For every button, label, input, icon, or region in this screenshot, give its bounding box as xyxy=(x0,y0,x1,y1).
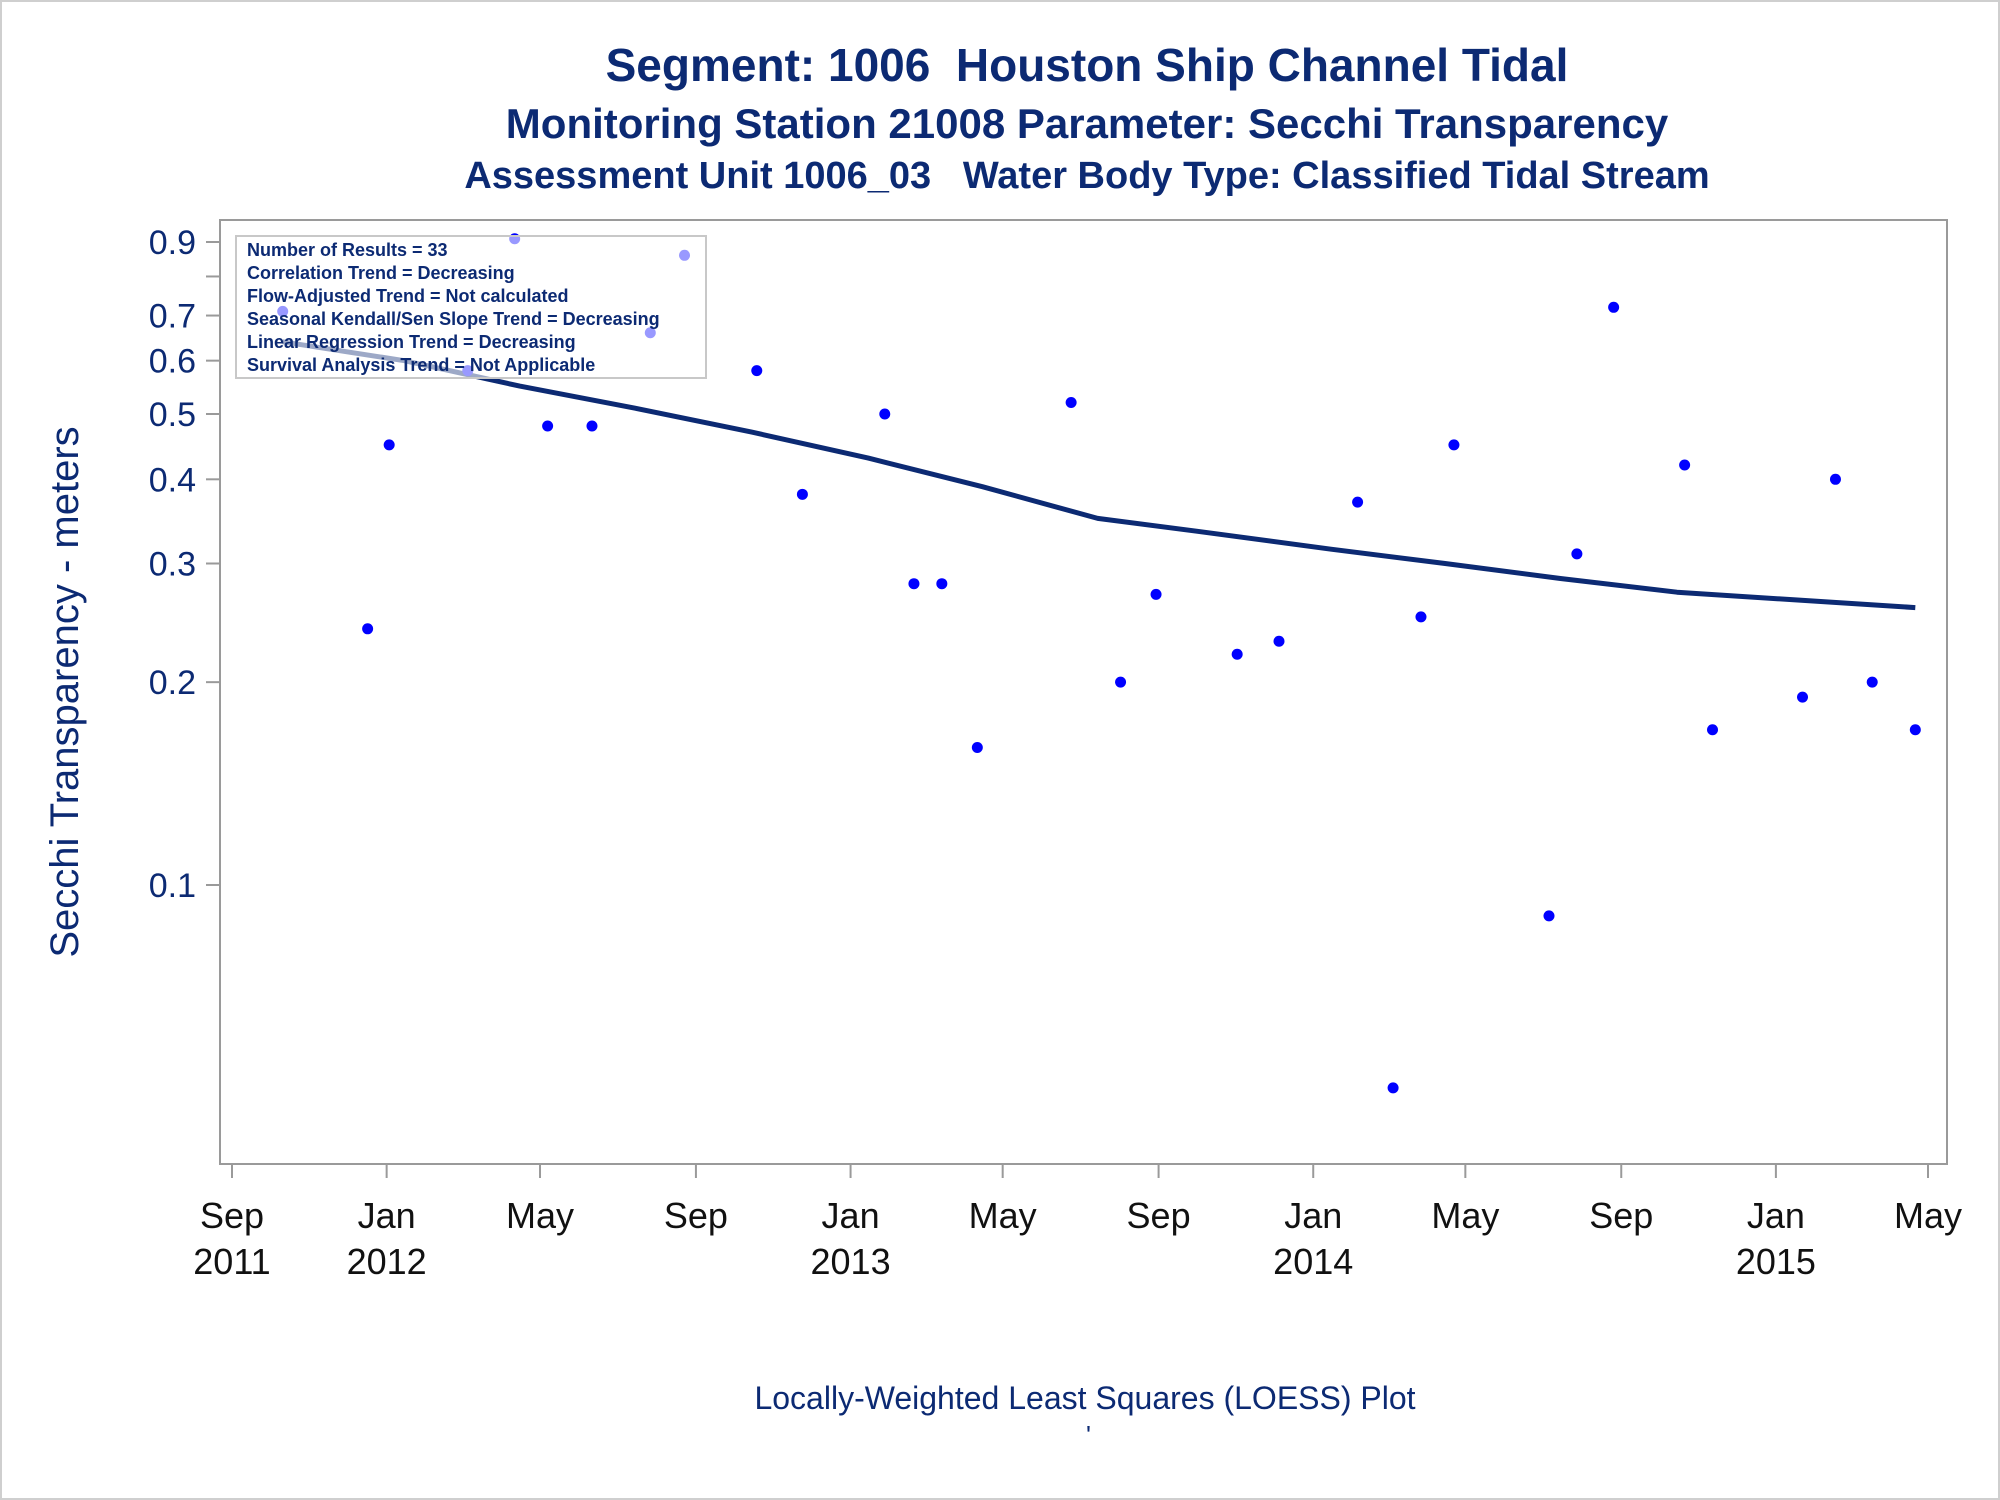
plot-frame xyxy=(219,219,1948,1165)
stats-legend-line: Number of Results = 33 xyxy=(247,240,448,260)
data-point xyxy=(1679,459,1691,471)
data-point xyxy=(1065,397,1077,409)
x-tick-label-year: 2012 xyxy=(347,1241,427,1282)
x-tick-label-year: 2015 xyxy=(1736,1241,1816,1282)
x-tick-label-month: May xyxy=(1431,1195,1499,1236)
x-tick-label-month: Jan xyxy=(358,1195,416,1236)
y-tick-label: 0.7 xyxy=(149,298,196,336)
data-point xyxy=(908,578,920,590)
data-point xyxy=(1571,548,1583,560)
data-point xyxy=(1352,496,1364,508)
stats-legend-line: Seasonal Kendall/Sen Slope Trend = Decre… xyxy=(247,309,660,329)
data-point xyxy=(1909,724,1921,736)
data-point xyxy=(362,623,374,635)
x-tick-label-month: May xyxy=(969,1195,1037,1236)
data-point xyxy=(1415,611,1427,623)
chart-subtitle-assessment: Assessment Unit 1006_03 Water Body Type:… xyxy=(464,155,1710,197)
y-axis-label: Secchi Transparency - meters xyxy=(43,426,87,957)
x-tick-label-month: Sep xyxy=(1127,1195,1191,1236)
y-tick-label: 0.9 xyxy=(149,224,196,262)
data-point xyxy=(1231,648,1243,660)
x-tick-label-year: 2011 xyxy=(193,1241,270,1282)
y-tick-label: 0.1 xyxy=(149,867,196,905)
x-tick-label-year: 2014 xyxy=(1273,1241,1353,1282)
x-tick-label-month: Sep xyxy=(664,1195,728,1236)
stats-legend-line: Survival Analysis Trend = Not Applicable xyxy=(247,355,595,375)
data-point xyxy=(1866,676,1878,688)
x-tick-label-month: May xyxy=(506,1195,574,1236)
data-point xyxy=(1797,691,1809,703)
data-point xyxy=(1543,910,1555,922)
x-tick-label-month: Sep xyxy=(200,1195,264,1236)
y-tick-label: 0.2 xyxy=(149,664,196,702)
stats-legend-line: Linear Regression Trend = Decreasing xyxy=(247,332,576,352)
data-point xyxy=(542,420,554,432)
stats-legend-box xyxy=(235,235,707,379)
y-tick-label: 0.3 xyxy=(149,546,196,584)
data-point xyxy=(1387,1082,1399,1094)
data-point xyxy=(1608,301,1620,313)
x-tick-label-year: 2013 xyxy=(811,1241,891,1282)
chart-title: Segment: 1006 Houston Ship Channel Tidal xyxy=(605,39,1569,91)
data-point xyxy=(751,365,763,377)
data-point xyxy=(586,420,598,432)
y-tick-label: 0.4 xyxy=(149,461,196,499)
x-tick-label-month: Jan xyxy=(1284,1195,1342,1236)
y-tick-label: 0.5 xyxy=(149,396,196,434)
chart-footnote-mark: ' xyxy=(1086,1420,1091,1450)
data-point xyxy=(971,741,983,753)
data-point xyxy=(1707,724,1719,736)
chart-footnote: Locally-Weighted Least Squares (LOESS) P… xyxy=(754,1380,1416,1416)
stats-legend-line: Correlation Trend = Decreasing xyxy=(247,263,515,283)
plot-area: 0.1 0.2 0.3 0.4 0.5 0.6 0.7 0.9 Secchi Transpare… xyxy=(43,219,1962,1282)
chart-subtitle-station: Monitoring Station 21008 Parameter: Secc… xyxy=(505,100,1669,147)
x-tick-label-month: Jan xyxy=(1747,1195,1805,1236)
data-point xyxy=(1448,439,1460,451)
loess-line xyxy=(282,339,1916,611)
data-point xyxy=(1829,473,1841,485)
data-point xyxy=(1273,635,1285,647)
data-point xyxy=(936,578,948,590)
x-tick-label-month: May xyxy=(1894,1195,1962,1236)
stats-legend-line: Flow-Adjusted Trend = Not calculated xyxy=(247,286,569,306)
data-point xyxy=(383,439,395,451)
x-tick-label-month: Sep xyxy=(1589,1195,1653,1236)
data-point xyxy=(796,488,808,500)
data-point xyxy=(879,408,891,420)
data-point xyxy=(1115,676,1127,688)
y-tick-label: 0.6 xyxy=(149,343,196,381)
data-point xyxy=(1150,588,1162,600)
x-tick-label-month: Jan xyxy=(822,1195,880,1236)
